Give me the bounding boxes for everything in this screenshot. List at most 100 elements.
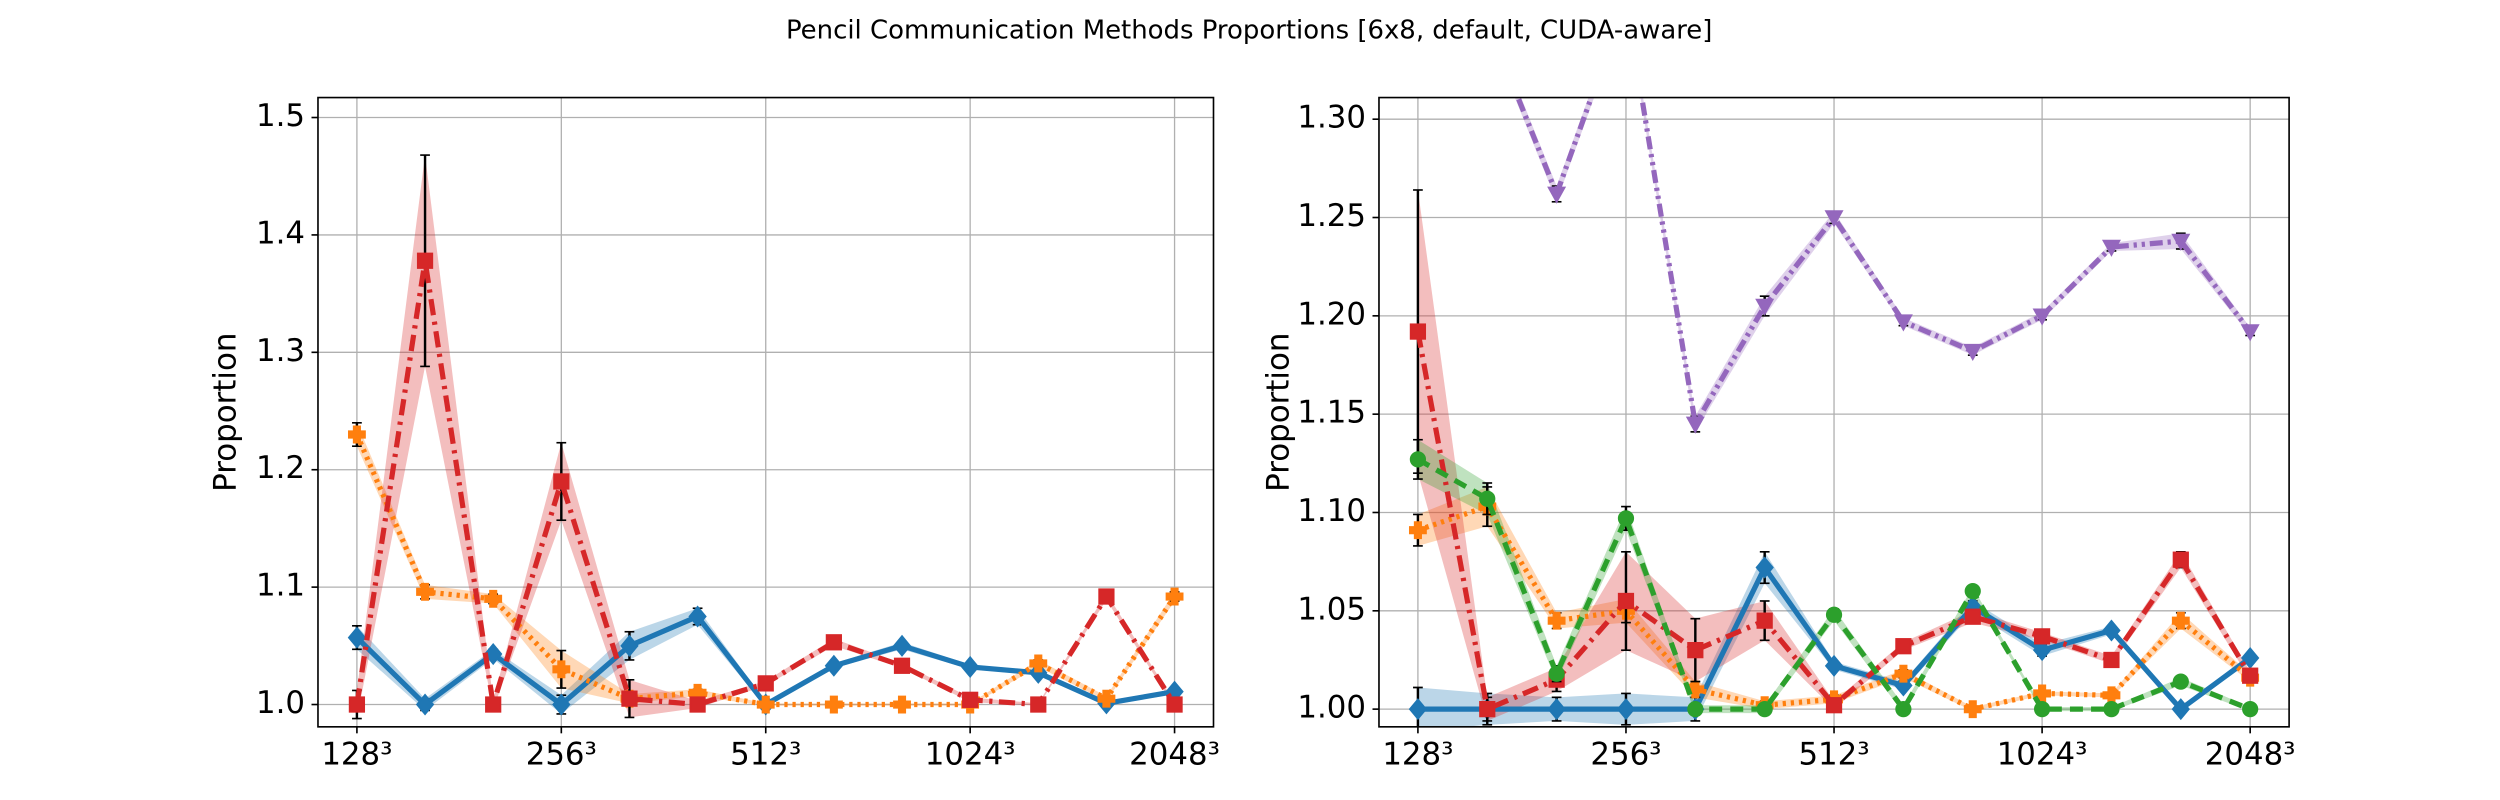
- marker: [1618, 0, 1634, 9]
- marker: [1098, 588, 1115, 605]
- y-tick-label: 1.25: [1297, 198, 1366, 234]
- marker: [621, 690, 638, 707]
- marker: [1408, 698, 1428, 721]
- marker: [2101, 239, 2121, 257]
- marker: [892, 634, 912, 657]
- marker: [1824, 210, 1844, 228]
- y-tick-label: 1.20: [1297, 296, 1366, 332]
- marker: [1824, 654, 1844, 677]
- marker: [2242, 701, 2259, 718]
- marker: [347, 425, 366, 444]
- x-tick-label: 1024³: [925, 737, 1016, 773]
- x-tick-label: 128³: [1382, 737, 1453, 773]
- marker: [1479, 490, 1496, 507]
- plot-area: [1408, 0, 2260, 727]
- marker: [1409, 451, 1427, 468]
- x-tick-label: 1024³: [1997, 737, 2088, 773]
- plot-area: [347, 154, 1184, 720]
- axes-frame: [317, 96, 1215, 728]
- y-tick-label: 1.30: [1297, 100, 1366, 136]
- y-tick-label: 1.0: [256, 685, 305, 721]
- marker: [2103, 701, 2120, 718]
- marker: [553, 473, 570, 490]
- marker: [824, 654, 844, 677]
- marker: [1893, 314, 1913, 332]
- marker: [1165, 587, 1184, 606]
- marker: [960, 655, 980, 678]
- figure-title: Pencil Communication Methods Proportions…: [786, 15, 1712, 45]
- marker: [415, 693, 435, 716]
- marker: [1547, 611, 1566, 630]
- marker: [2171, 611, 2190, 630]
- marker: [1755, 556, 1774, 579]
- y-axis-label: Proportion: [208, 333, 244, 492]
- marker: [825, 634, 842, 651]
- axes-frame: [1378, 96, 2290, 728]
- marker: [1547, 698, 1566, 721]
- marker: [1029, 654, 1048, 673]
- x-tick-label: 2048³: [2205, 737, 2296, 773]
- marker: [1547, 186, 1567, 204]
- marker: [1408, 521, 1427, 540]
- marker: [2032, 308, 2052, 326]
- marker: [416, 582, 434, 601]
- marker: [1166, 696, 1183, 713]
- marker: [552, 693, 571, 716]
- marker: [1479, 701, 1496, 718]
- marker: [2172, 551, 2189, 568]
- marker: [2242, 667, 2259, 684]
- marker: [1409, 323, 1427, 340]
- marker: [2033, 684, 2052, 703]
- marker: [756, 695, 775, 714]
- marker: [1825, 606, 1843, 623]
- marker: [1617, 510, 1635, 527]
- marker: [2172, 673, 2189, 690]
- y-tick-label: 1.00: [1297, 690, 1366, 726]
- x-tick-label: 256³: [1590, 737, 1661, 773]
- marker: [962, 691, 979, 708]
- marker: [893, 657, 911, 674]
- marker: [1616, 698, 1636, 721]
- marker: [2240, 324, 2260, 342]
- marker: [1756, 612, 1773, 629]
- x-tick-label: 2048³: [1129, 737, 1220, 773]
- marker: [1894, 664, 1913, 683]
- marker: [2102, 619, 2121, 642]
- x-tick-label: 512³: [1798, 737, 1869, 773]
- marker: [1895, 701, 1912, 718]
- marker: [2171, 233, 2191, 251]
- y-tick-label: 1.4: [256, 215, 305, 251]
- marker: [1687, 701, 1704, 718]
- marker: [1963, 343, 1983, 362]
- marker: [824, 695, 843, 714]
- x-tick-label: 512³: [730, 737, 801, 773]
- marker: [1963, 700, 1982, 719]
- marker: [1964, 608, 1981, 625]
- marker: [484, 589, 503, 608]
- marker: [689, 696, 706, 713]
- marker: [416, 252, 434, 269]
- marker: [1756, 701, 1773, 718]
- marker: [1685, 416, 1705, 434]
- marker: [485, 696, 502, 713]
- marker: [688, 605, 707, 628]
- y-axis-label: Proportion: [1261, 333, 1297, 492]
- marker: [552, 660, 571, 679]
- marker: [484, 643, 503, 666]
- y-tick-label: 1.15: [1297, 395, 1366, 431]
- marker: [1895, 638, 1912, 655]
- marker: [1964, 583, 1981, 600]
- y-tick-label: 1.1: [256, 568, 305, 604]
- y-tick-label: 1.2: [256, 450, 305, 486]
- marker: [2171, 698, 2190, 721]
- marker: [2103, 651, 2120, 669]
- y-tick-label: 1.05: [1297, 591, 1366, 627]
- marker: [2033, 628, 2051, 645]
- marker: [620, 634, 639, 657]
- x-tick-label: 256³: [526, 737, 597, 773]
- y-tick-label: 1.5: [256, 98, 305, 134]
- marker: [757, 675, 774, 692]
- y-tick-label: 1.3: [256, 333, 305, 369]
- marker: [1097, 689, 1116, 708]
